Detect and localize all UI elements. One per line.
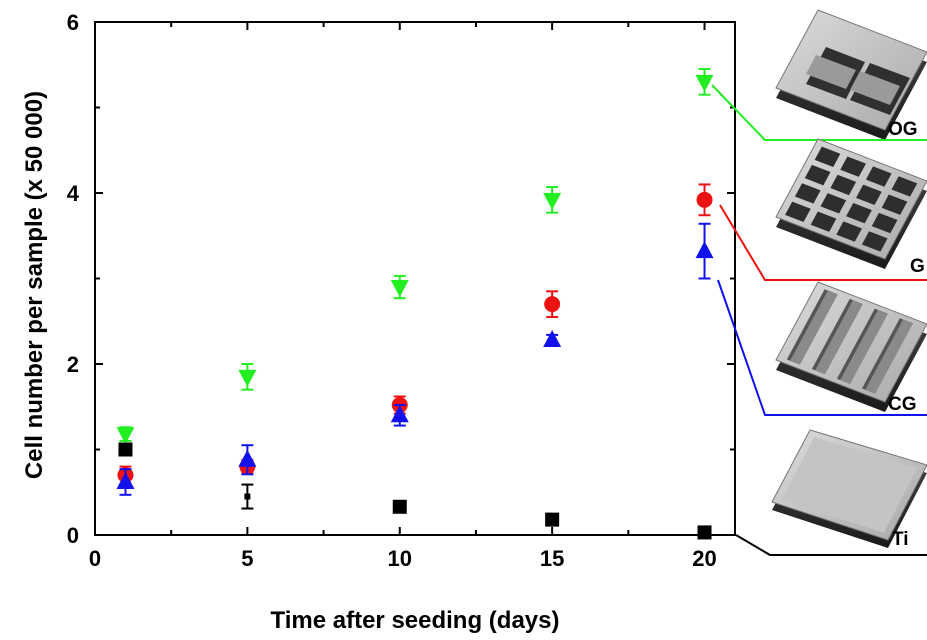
surface-pit	[891, 176, 918, 197]
y-axis-label: Cell number per sample (x 50 000)	[21, 91, 48, 479]
cg-label: CG	[888, 394, 917, 415]
surface-pit	[810, 211, 837, 232]
cg-leader-line	[717, 279, 927, 416]
series-ti	[118, 442, 712, 540]
og-surface-image	[775, 9, 927, 140]
plot-frame	[94, 21, 736, 536]
surface-pit	[785, 201, 811, 222]
x-tick-label: 15	[540, 546, 564, 571]
series-cg	[116, 222, 714, 496]
data-marks	[116, 68, 714, 540]
cg-surface-image	[775, 281, 927, 412]
surface-pit	[881, 194, 908, 215]
data-point	[390, 280, 409, 298]
data-point	[695, 241, 714, 259]
surface-groove-floor	[790, 290, 838, 365]
surface-groove-floor	[840, 309, 888, 384]
surface-pit	[865, 166, 892, 187]
g-label: G	[910, 256, 925, 277]
data-point	[244, 493, 251, 500]
data-point	[695, 74, 714, 92]
x-tick-label: 20	[692, 546, 716, 571]
data-point	[543, 330, 562, 348]
legend: OG G CG	[711, 9, 927, 556]
x-tick-label: 10	[388, 546, 412, 571]
surface-pit	[814, 146, 841, 167]
surface-pit	[861, 231, 888, 252]
data-point	[238, 449, 257, 467]
og-label: OG	[888, 119, 918, 140]
surface-pit	[830, 174, 857, 196]
surface-pit	[846, 202, 872, 224]
data-point	[392, 499, 407, 514]
surface-pit	[871, 212, 898, 234]
data-point	[390, 405, 409, 423]
data-point	[116, 471, 135, 489]
y-tick-label: 6	[67, 10, 79, 35]
tick-labels: 0 5 10 15 20 0 2 4 6	[67, 10, 717, 571]
g-surface-image	[775, 138, 927, 269]
data-point	[116, 427, 135, 445]
data-point	[545, 512, 560, 527]
data-point	[543, 192, 562, 210]
surface-groove-floor	[865, 319, 913, 394]
data-point	[696, 191, 713, 208]
series-g	[117, 183, 713, 485]
surface-pit	[856, 184, 882, 206]
legend-og: OG	[711, 9, 927, 141]
og-leader-line	[711, 84, 927, 141]
surface-pit	[820, 193, 847, 214]
data-point	[697, 525, 712, 540]
x-tick-label: 5	[241, 546, 253, 571]
y-tick-label: 2	[67, 352, 79, 377]
data-point	[238, 369, 257, 387]
y-tick-label: 4	[67, 181, 80, 206]
data-point	[544, 296, 561, 313]
x-axis-label: Time after seeding (days)	[271, 607, 560, 634]
surface-pit	[840, 156, 866, 177]
data-point	[118, 442, 133, 457]
surface-pit	[794, 183, 821, 204]
series-og	[116, 68, 714, 445]
ti-label: Ti	[892, 529, 909, 550]
axis-ticks	[94, 21, 735, 536]
x-tick-label: 0	[89, 546, 101, 571]
surface-groove-floor	[815, 300, 863, 375]
g-leader-line	[719, 204, 927, 281]
legend-g: G	[719, 138, 927, 281]
surface-pit	[804, 164, 831, 186]
y-tick-label: 0	[67, 523, 79, 548]
legend-ti: Ti	[735, 429, 927, 556]
surface-pit	[836, 221, 862, 242]
ti-leader-line	[735, 534, 927, 556]
legend-cg: CG	[717, 279, 927, 416]
ti-surface-image	[771, 429, 927, 548]
